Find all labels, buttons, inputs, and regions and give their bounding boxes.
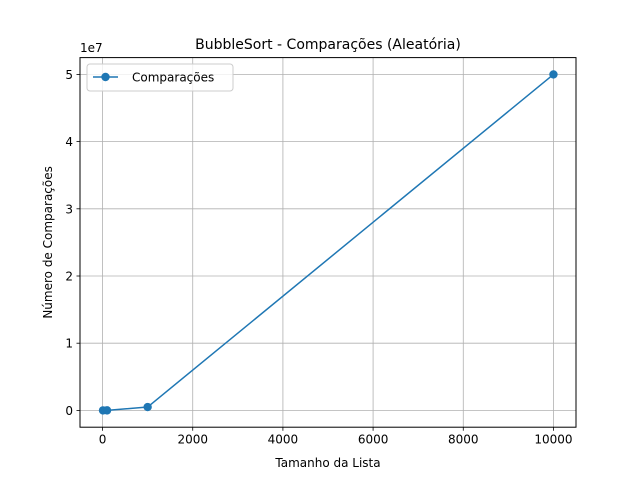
- y-axis-offset-label: 1e7: [80, 41, 103, 55]
- y-axis-label: Número de Comparações: [41, 166, 55, 319]
- data-point: [549, 70, 558, 79]
- y-tick-label: 5: [65, 68, 73, 82]
- plot-frame: [79, 57, 577, 428]
- series-layer: [98, 70, 558, 415]
- y-tick-label: 4: [65, 135, 73, 149]
- legend-box: [86, 63, 234, 92]
- data-point: [102, 406, 112, 415]
- x-tick-label: 10000: [534, 433, 572, 447]
- y-axis-ticks: 0 1 2 3 4 5: [65, 68, 80, 418]
- data-point: [143, 402, 152, 412]
- x-tick-label: 4000: [268, 433, 299, 447]
- chart-title: BubbleSort - Comparações (Aleatória): [195, 37, 461, 53]
- y-tick-label: 2: [65, 270, 73, 284]
- x-tick-label: 2000: [177, 433, 208, 447]
- y-tick-label: 1: [65, 337, 73, 351]
- x-tick-label: 6000: [358, 433, 389, 447]
- legend-label: Comparações: [132, 71, 214, 85]
- y-tick-label: 3: [65, 202, 73, 216]
- y-tick-label: 0: [65, 404, 73, 418]
- x-tick-label: 8000: [448, 433, 479, 447]
- legend: Comparações: [86, 63, 234, 92]
- x-axis-label: Tamanho da Lista: [274, 456, 380, 470]
- x-axis-ticks: 0 2000 4000 6000 8000 10000: [99, 427, 573, 447]
- grid: [80, 57, 576, 428]
- legend-marker: [101, 72, 110, 82]
- x-tick-label: 0: [99, 433, 107, 447]
